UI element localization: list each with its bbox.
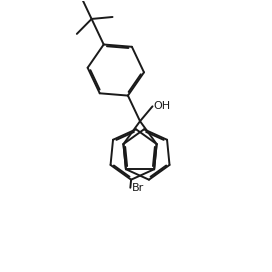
- Text: Br: Br: [131, 183, 144, 193]
- Text: OH: OH: [154, 101, 171, 111]
